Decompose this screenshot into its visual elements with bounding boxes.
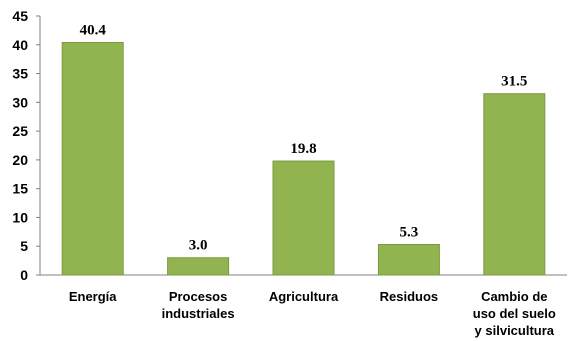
bar <box>61 41 124 276</box>
y-axis-ticks: 0 5 10 15 20 25 30 35 40 45 <box>12 8 40 283</box>
data-label: 3.0 <box>189 238 208 254</box>
category-label-line: Procesos <box>169 289 228 304</box>
bar <box>483 93 546 276</box>
y-tick-label: 40 <box>12 37 28 53</box>
y-tick-label: 0 <box>20 267 28 283</box>
category-label: Agricultura <box>269 289 339 304</box>
bars <box>61 41 546 276</box>
data-label: 31.5 <box>501 74 527 90</box>
category-label-line: uso del suelo <box>473 306 556 321</box>
category-label-line: Energía <box>69 289 117 304</box>
category-label: Energía <box>69 289 117 304</box>
data-label: 19.8 <box>290 141 316 157</box>
category-label: Cambio de uso del suelo y silvicultura <box>473 289 556 338</box>
category-label: Procesos industriales <box>162 289 235 321</box>
category-label: Residuos <box>380 289 439 304</box>
y-tick-label: 10 <box>12 209 28 225</box>
y-tick-label: 30 <box>12 94 28 110</box>
category-label-line: industriales <box>162 306 235 321</box>
y-tick-label: 5 <box>20 238 28 254</box>
y-tick-label: 15 <box>12 181 28 197</box>
category-label-line: Residuos <box>380 289 439 304</box>
data-labels: 40.4 3.0 19.8 5.3 31.5 <box>80 22 528 253</box>
bar <box>377 243 440 276</box>
y-tick-label: 35 <box>12 66 28 82</box>
y-tick-label: 25 <box>12 123 28 139</box>
category-label-line: y silvicultura <box>475 323 555 338</box>
bar <box>272 160 335 276</box>
category-label-line: Cambio de <box>481 289 547 304</box>
y-tick-label: 45 <box>12 8 28 24</box>
category-labels: Energía Procesos industriales Agricultura Re… <box>69 289 556 338</box>
y-tick-label: 20 <box>12 152 28 168</box>
data-label: 5.3 <box>400 224 419 240</box>
data-label: 40.4 <box>80 22 107 38</box>
category-label-line: Agricultura <box>269 289 339 304</box>
bar <box>167 257 230 276</box>
